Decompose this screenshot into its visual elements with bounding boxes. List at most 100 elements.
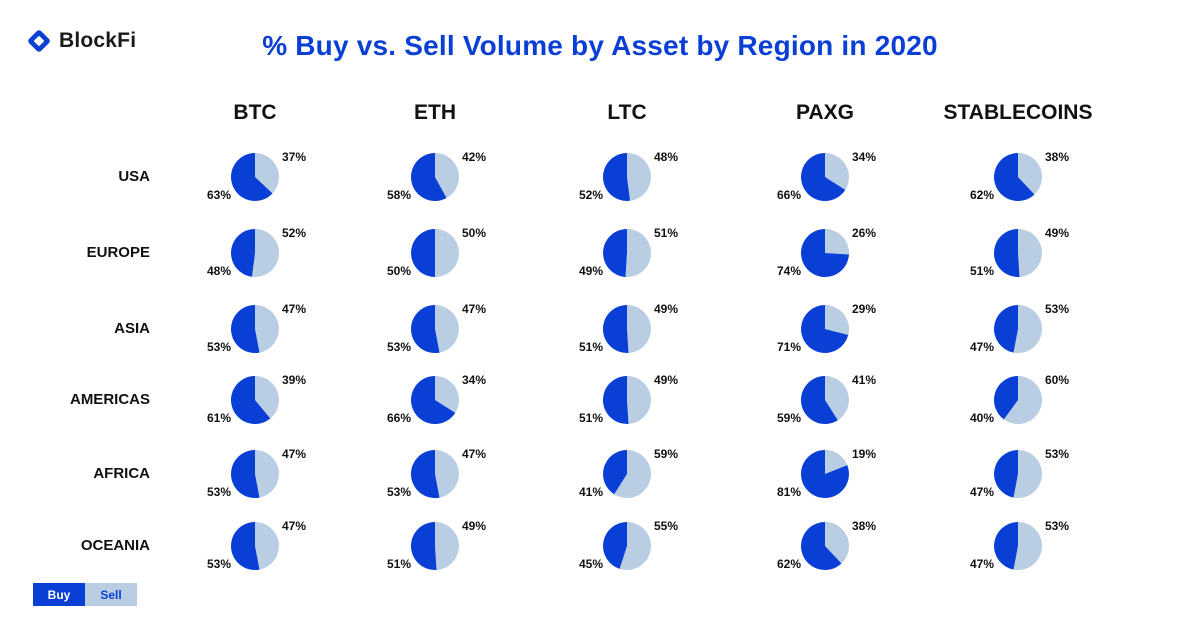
pie-oceania-paxg: 38% 62% (777, 519, 876, 571)
sell-slice (435, 305, 459, 353)
sell-slice (825, 305, 850, 335)
pie-oceania-eth: 49% 51% (387, 519, 486, 571)
buy-percent-label: 53% (207, 485, 231, 499)
pie-africa-paxg: 19% 81% (777, 447, 876, 499)
buy-slice (411, 229, 435, 277)
buy-slice (994, 450, 1018, 498)
pie-americas-eth: 34% 66% (387, 373, 486, 425)
buy-percent-label: 58% (387, 188, 411, 202)
buy-slice (993, 228, 1020, 277)
pie-americas-paxg: 41% 59% (777, 373, 876, 425)
pie-asia-stablecoins: 53% 47% (970, 302, 1069, 354)
sell-slice (255, 153, 280, 194)
asset-header-ltc: LTC (607, 101, 647, 124)
buy-slice (410, 153, 447, 202)
legend-sell: Sell (85, 583, 137, 606)
sell-percent-label: 49% (1045, 226, 1069, 240)
buy-slice (994, 522, 1018, 570)
sell-slice (1018, 229, 1042, 277)
sell-percent-label: 39% (282, 373, 306, 387)
sell-slice (1018, 152, 1043, 195)
buy-percent-label: 49% (579, 264, 603, 278)
buy-slice (994, 153, 1035, 202)
buy-slice (230, 304, 260, 353)
sell-slice (435, 376, 459, 413)
pie-africa-ltc: 59% 41% (579, 447, 678, 499)
buy-slice (800, 450, 849, 498)
pie-usa-ltc: 48% 52% (579, 150, 678, 202)
sell-slice (614, 450, 652, 498)
pie-usa-eth: 42% 58% (387, 150, 486, 202)
legend-buy: Buy (33, 583, 85, 606)
sell-slice (435, 153, 459, 199)
sell-slice (1013, 522, 1043, 570)
sell-slice (825, 229, 849, 255)
asset-header-stablecoins: STABLECOINS (943, 101, 1093, 124)
sell-slice (255, 450, 279, 498)
sell-percent-label: 49% (654, 373, 678, 387)
buy-slice (231, 229, 255, 277)
buy-percent-label: 66% (387, 411, 411, 425)
sell-slice (251, 229, 280, 277)
buy-slice (230, 450, 260, 498)
buy-percent-label: 51% (970, 264, 994, 278)
sell-slice (825, 450, 848, 474)
brand-name: BlockFi (59, 29, 137, 52)
chart-title: % Buy vs. Sell Volume by Asset by Region… (262, 30, 938, 61)
buy-percent-label: 59% (777, 411, 801, 425)
sell-percent-label: 47% (282, 302, 306, 316)
sell-percent-label: 49% (462, 519, 486, 533)
buy-percent-label: 50% (387, 264, 411, 278)
buy-percent-label: 61% (207, 411, 231, 425)
sell-percent-label: 55% (654, 519, 678, 533)
buy-percent-label: 51% (387, 557, 411, 571)
buy-percent-label: 47% (970, 557, 994, 571)
buy-slice (602, 375, 629, 424)
buy-percent-label: 81% (777, 485, 801, 499)
sell-slice (1013, 305, 1043, 354)
pie-europe-stablecoins: 49% 51% (970, 226, 1069, 278)
pie-americas-btc: 39% 61% (207, 373, 306, 425)
buy-percent-label: 53% (387, 485, 411, 499)
sell-percent-label: 26% (852, 226, 876, 240)
sell-percent-label: 41% (852, 373, 876, 387)
buy-percent-label: 45% (579, 557, 603, 571)
buy-slice (230, 375, 271, 425)
region-label-europe: EUROPE (86, 244, 150, 261)
sell-slice (825, 522, 850, 564)
pie-americas-stablecoins: 60% 40% (970, 373, 1069, 425)
buy-slice (800, 229, 849, 278)
sell-percent-label: 47% (462, 447, 486, 461)
sell-slice (627, 305, 651, 353)
region-label-africa: AFRICA (93, 465, 150, 482)
buy-percent-label: 41% (579, 485, 603, 499)
pie-asia-btc: 47% 53% (207, 302, 306, 354)
pie-asia-ltc: 49% 51% (579, 302, 678, 354)
buy-slice (800, 376, 838, 424)
brand-logo: BlockFi (26, 28, 136, 54)
buy-slice (410, 375, 456, 425)
buy-slice (602, 153, 631, 201)
buy-percent-label: 47% (970, 485, 994, 499)
buy-percent-label: 63% (207, 188, 231, 202)
sell-slice (625, 228, 652, 277)
buy-slice (603, 450, 627, 495)
pie-usa-btc: 37% 63% (207, 150, 306, 202)
pie-europe-ltc: 51% 49% (579, 226, 678, 278)
pie-usa-paxg: 34% 66% (777, 150, 876, 202)
buy-percent-label: 51% (579, 411, 603, 425)
sell-percent-label: 34% (852, 150, 876, 164)
pie-africa-btc: 47% 53% (207, 447, 306, 499)
sell-slice (435, 522, 459, 570)
sell-slice (435, 229, 459, 277)
sell-percent-label: 48% (654, 150, 678, 164)
sell-percent-label: 49% (654, 302, 678, 316)
region-label-asia: ASIA (114, 320, 150, 337)
sell-percent-label: 51% (654, 226, 678, 240)
sell-percent-label: 60% (1045, 373, 1069, 387)
pie-asia-paxg: 29% 71% (777, 302, 876, 354)
sell-percent-label: 42% (462, 150, 486, 164)
sell-slice (1013, 449, 1043, 498)
sell-slice (627, 376, 651, 424)
sell-slice (825, 376, 849, 421)
